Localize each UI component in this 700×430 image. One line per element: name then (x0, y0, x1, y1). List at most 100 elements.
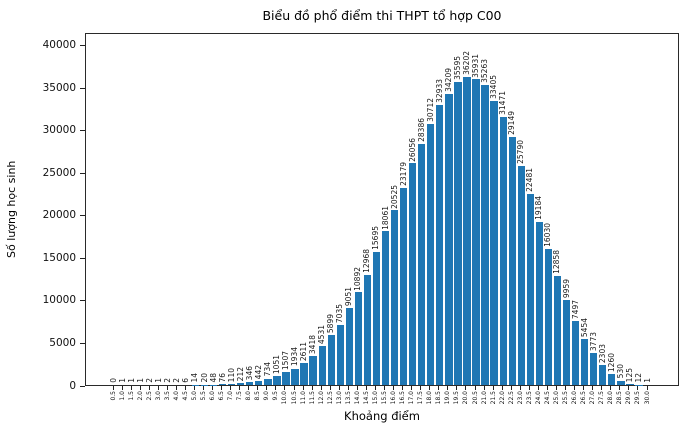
x-tick-label: 8.5 (254, 391, 262, 401)
x-tick-label: 28.5 (616, 391, 624, 405)
bar-value-label: 33405 (489, 75, 499, 99)
bar-value-label: 20525 (389, 184, 399, 209)
bar (608, 374, 616, 385)
x-tick-label: 28.0 (607, 391, 615, 405)
x-tick-label: 12.5 (326, 391, 334, 405)
bar (336, 325, 344, 385)
x-tick-mark (646, 386, 648, 390)
x-tick-label: 19.0 (444, 391, 452, 405)
x-tick-label: 26.0 (571, 391, 579, 405)
x-tick-mark (483, 386, 485, 390)
x-tick-mark (112, 386, 114, 390)
bar-value-label: 28386 (416, 117, 426, 142)
x-tick-mark (546, 386, 548, 390)
x-tick-label: 21.0 (480, 391, 488, 405)
bar (363, 274, 372, 385)
bar (246, 382, 254, 385)
x-tick-label: 7.5 (236, 391, 244, 401)
x-tick-mark (474, 386, 476, 390)
bar-value-label: 35595 (452, 56, 462, 81)
plot-area: 0 1 1 1 2 1 2 2 6 14 20 48 76 110 212 346 442 734 1051 1507… (85, 33, 679, 386)
bar (562, 300, 571, 385)
x-tick-mark (230, 386, 232, 390)
x-tick-label: 29.0 (625, 391, 633, 405)
x-tick-mark (157, 386, 159, 390)
x-tick-label: 20.0 (462, 391, 470, 405)
x-tick-mark (628, 386, 630, 390)
bar (300, 362, 308, 385)
x-tick-mark (257, 386, 259, 390)
x-tick-mark (212, 386, 214, 390)
y-tick-mark (80, 300, 85, 302)
bar-value-label: 734 (262, 362, 272, 377)
x-tick-mark (592, 386, 594, 390)
x-tick-label: 1.0 (118, 391, 126, 401)
bar-value-label: 12858 (552, 249, 562, 274)
x-tick-mark (402, 386, 404, 390)
x-tick-mark (175, 386, 177, 390)
y-tick-mark (80, 87, 85, 89)
y-tick-label: 5000 (49, 336, 76, 349)
bar (599, 365, 607, 385)
x-tick-mark (356, 386, 358, 390)
chart-title: Biểu đồ phổ điểm thi THPT tổ hợp C00 (262, 8, 502, 23)
y-tick-mark (80, 385, 85, 387)
bar-value-label: 1 (118, 378, 128, 383)
bar-value-label: 110 (226, 367, 236, 383)
bar-value-label: 212 (235, 366, 245, 382)
x-tick-mark (583, 386, 585, 390)
bar (237, 383, 245, 385)
bar-value-label: 1051 (271, 354, 281, 375)
x-tick-label: 5.5 (200, 391, 207, 401)
bar-value-label: 3773 (588, 331, 598, 351)
x-tick-label: 3.0 (154, 391, 162, 401)
x-tick-label: 0.5 (109, 391, 117, 401)
bar (508, 137, 516, 385)
x-tick-mark (537, 386, 539, 390)
bar (218, 384, 227, 385)
bar (318, 346, 326, 385)
x-tick-mark (456, 386, 458, 390)
y-tick-label: 25000 (42, 166, 76, 179)
x-tick-label: 3.5 (163, 391, 171, 401)
bar-value-label: 26056 (407, 137, 417, 162)
x-tick-label: 9.0 (263, 391, 271, 401)
bar (291, 368, 299, 385)
x-tick-mark (347, 386, 349, 390)
x-tick-label: 7.0 (227, 391, 235, 401)
bar-value-label: 76 (217, 372, 227, 383)
x-tick-mark (302, 386, 304, 390)
x-tick-label: 16.5 (399, 391, 407, 405)
bar (345, 308, 353, 385)
bar (454, 82, 462, 385)
bar (309, 355, 317, 385)
x-tick-label: 27.0 (589, 391, 597, 405)
x-tick-mark (420, 386, 422, 390)
bar (445, 94, 453, 385)
y-tick-label: 20000 (42, 209, 76, 222)
bar (418, 143, 426, 385)
x-tick-label: 23.5 (525, 391, 533, 405)
x-tick-mark (203, 386, 204, 390)
x-tick-mark (374, 386, 376, 390)
x-tick-label: 5.0 (190, 391, 198, 401)
bar-value-label: 5454 (579, 317, 589, 337)
bar (399, 187, 408, 385)
x-tick-label: 18.0 (426, 391, 434, 405)
x-tick-label: 11.5 (308, 391, 316, 405)
x-tick-mark (184, 386, 186, 390)
bar-value-label: 30712 (425, 97, 435, 122)
x-tick-mark (320, 386, 322, 390)
bar (273, 376, 281, 385)
bar-value-label: 7035 (335, 304, 345, 324)
x-tick-label: 27.5 (598, 391, 606, 405)
bar-value-label: 32933 (434, 79, 444, 103)
bar-value-label: 35931 (471, 53, 481, 78)
x-tick-mark (275, 386, 277, 390)
bar (535, 221, 544, 385)
x-tick-label: 8.0 (245, 391, 253, 401)
bar-value-label: 35263 (480, 59, 490, 84)
x-tick-mark (555, 386, 557, 390)
x-tick-mark (429, 386, 431, 390)
bar-value-label: 48 (208, 373, 218, 383)
